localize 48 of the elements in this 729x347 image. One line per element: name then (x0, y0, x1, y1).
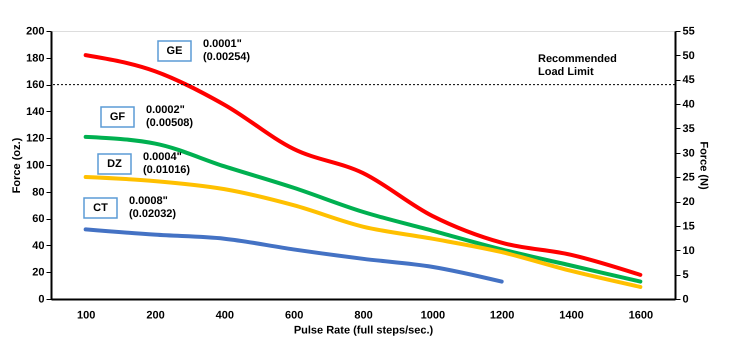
x-axis-title: Pulse Rate (full steps/sec.) (294, 324, 434, 336)
series-label: DZ (107, 158, 122, 170)
series-label: CT (93, 202, 108, 214)
y-tick-label: 180 (26, 52, 44, 64)
y-tick-label: 140 (26, 106, 44, 118)
y-tick-label: 200 (26, 26, 44, 38)
y-tick-label: 80 (32, 186, 44, 198)
y2-tick-label: 10 (682, 244, 695, 257)
x-tick-label: 400 (216, 310, 234, 322)
x-tick-label: 1400 (559, 310, 584, 322)
line-series (84, 134, 642, 284)
y-tick-label: 40 (32, 240, 44, 252)
y-tick-label: 100 (26, 160, 44, 172)
series-label: GF (110, 111, 126, 123)
y2-tick-label: 5 (682, 269, 689, 282)
y2-tick-label: 25 (682, 172, 695, 184)
x-tick-label: 800 (354, 310, 373, 322)
y-tick-label: 20 (32, 266, 44, 279)
x-tick-label: 600 (284, 310, 304, 322)
x-tick-label: 100 (76, 310, 96, 322)
line-series (84, 227, 504, 284)
y2-tick-label: 40 (682, 98, 695, 111)
annotation: 0.0004" (0.01016) (143, 151, 190, 176)
y-axis-title: Force (oz.) (11, 137, 24, 194)
ref-line-label: Recommended Load Limit (538, 53, 617, 78)
y-tick-label: 0 (38, 294, 44, 306)
y2-tick-label: 30 (682, 147, 695, 160)
y-tick-label: 120 (26, 132, 44, 145)
y2-tick-label: 50 (682, 50, 695, 62)
y2-axis-title: Force (N) (698, 141, 710, 190)
y2-tick-label: 0 (682, 294, 689, 306)
y-tick-label: 160 (26, 79, 44, 92)
annotation: 0.0002" (0.00508) (146, 104, 194, 129)
series-label: GE (166, 45, 182, 57)
line-series (84, 175, 642, 289)
x-tick-label: 200 (146, 310, 165, 322)
y2-tick-label: 20 (682, 196, 695, 208)
x-tick-label: 1200 (490, 310, 514, 322)
x-tick-label: 1600 (628, 310, 654, 322)
y2-tick-label: 35 (682, 122, 695, 135)
x-tick-label: 1000 (420, 310, 446, 322)
annotation: 0.0008" (0.02032) (129, 195, 176, 220)
y2-tick-label: 45 (682, 74, 695, 86)
line-series (84, 53, 642, 277)
y2-tick-label: 15 (682, 220, 695, 232)
y-tick-label: 60 (32, 213, 44, 226)
y2-tick-label: 55 (682, 26, 695, 38)
annotation: 0.0001" (0.00254) (203, 38, 250, 63)
